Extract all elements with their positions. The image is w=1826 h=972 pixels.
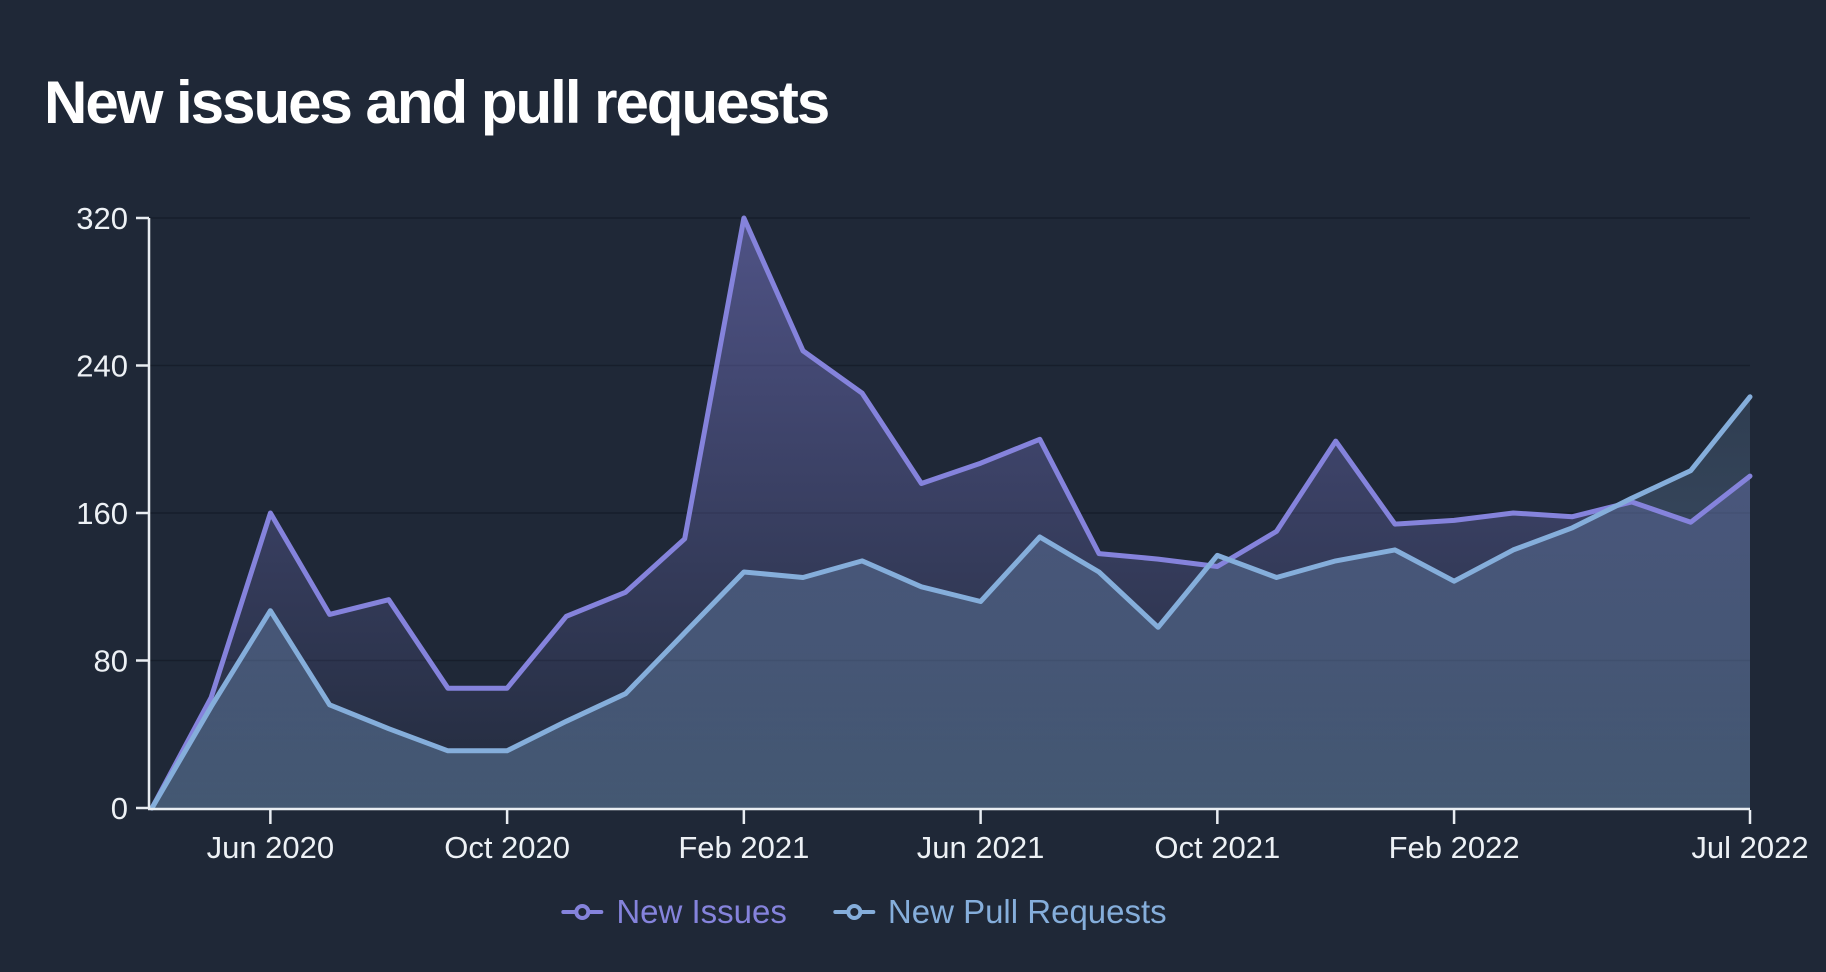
new-pull-requests-legend-marker-icon — [832, 903, 875, 921]
new-pull-requests-area — [152, 396, 1750, 808]
legend-label-new-issues: New Issues — [616, 893, 787, 930]
chart-legend: New Issues New Pull Requests — [561, 893, 1167, 931]
y-tick-label-80: 80 — [94, 644, 128, 679]
new-issues-line — [149, 215, 1753, 811]
legend-item-new-issues[interactable]: New Issues — [561, 893, 787, 931]
y-tick-label-0: 0 — [111, 791, 128, 826]
new-issues-legend-marker-icon — [561, 903, 604, 921]
new-pull-requests-line — [149, 394, 1753, 811]
y-tick-label-320: 320 — [76, 201, 128, 236]
legend-item-new-pull-requests[interactable]: New Pull Requests — [832, 893, 1167, 931]
x-tick-label-4: Oct 2021 — [1154, 830, 1280, 865]
x-tick-label-0: Jun 2020 — [207, 830, 335, 865]
x-tick-label-1: Oct 2020 — [444, 830, 570, 865]
x-tick-label-5: Feb 2022 — [1389, 830, 1520, 865]
x-tick-label-6: Jul 2022 — [1691, 830, 1808, 865]
x-tick-label-2: Feb 2021 — [678, 830, 809, 865]
y-tick-label-160: 160 — [76, 496, 128, 531]
page-title: New issues and pull requests — [44, 69, 830, 137]
x-tick-label-3: Jun 2021 — [917, 830, 1045, 865]
y-tick-label-240: 240 — [76, 349, 128, 384]
legend-label-new-pull-requests: New Pull Requests — [887, 893, 1167, 930]
